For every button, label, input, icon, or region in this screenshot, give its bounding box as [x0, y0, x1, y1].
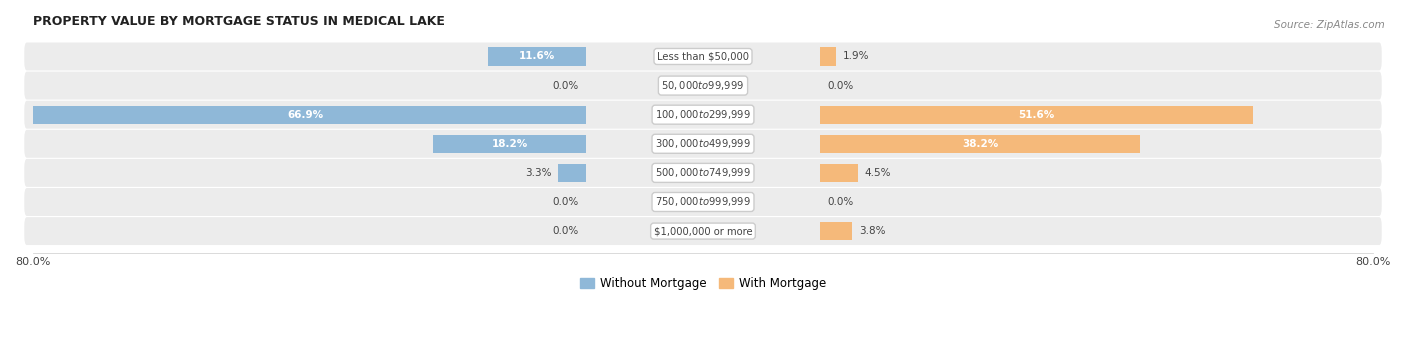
Text: 0.0%: 0.0%	[553, 226, 579, 236]
Bar	[820, 164, 858, 182]
Legend: Without Mortgage, With Mortgage: Without Mortgage, With Mortgage	[575, 272, 831, 295]
Text: 4.5%: 4.5%	[865, 168, 891, 178]
FancyBboxPatch shape	[24, 188, 1382, 216]
Text: 0.0%: 0.0%	[827, 81, 853, 90]
Bar	[820, 135, 1140, 153]
Text: $750,000 to $999,999: $750,000 to $999,999	[655, 195, 751, 208]
Text: 66.9%: 66.9%	[287, 110, 323, 120]
Bar	[558, 164, 586, 182]
Text: $100,000 to $299,999: $100,000 to $299,999	[655, 108, 751, 121]
Text: 51.6%: 51.6%	[1018, 110, 1054, 120]
Bar	[25, 106, 586, 124]
Text: 18.2%: 18.2%	[491, 139, 527, 149]
Text: 38.2%: 38.2%	[962, 139, 998, 149]
FancyBboxPatch shape	[24, 159, 1382, 187]
Text: Less than $50,000: Less than $50,000	[657, 51, 749, 62]
Text: PROPERTY VALUE BY MORTGAGE STATUS IN MEDICAL LAKE: PROPERTY VALUE BY MORTGAGE STATUS IN MED…	[32, 15, 444, 28]
FancyBboxPatch shape	[24, 72, 1382, 100]
FancyBboxPatch shape	[24, 42, 1382, 70]
Bar	[820, 222, 852, 240]
Text: $50,000 to $99,999: $50,000 to $99,999	[661, 79, 745, 92]
Text: $300,000 to $499,999: $300,000 to $499,999	[655, 137, 751, 150]
Text: $1,000,000 or more: $1,000,000 or more	[654, 226, 752, 236]
Text: 3.3%: 3.3%	[524, 168, 551, 178]
Text: 0.0%: 0.0%	[553, 197, 579, 207]
Text: $500,000 to $749,999: $500,000 to $749,999	[655, 166, 751, 180]
Text: 0.0%: 0.0%	[553, 81, 579, 90]
Bar	[433, 135, 586, 153]
Text: 11.6%: 11.6%	[519, 51, 555, 62]
Text: 0.0%: 0.0%	[827, 197, 853, 207]
Bar	[488, 48, 586, 66]
Text: 1.9%: 1.9%	[844, 51, 869, 62]
FancyBboxPatch shape	[24, 130, 1382, 158]
Bar	[820, 106, 1253, 124]
Text: 3.8%: 3.8%	[859, 226, 886, 236]
Text: Source: ZipAtlas.com: Source: ZipAtlas.com	[1274, 20, 1385, 30]
FancyBboxPatch shape	[24, 217, 1382, 245]
Bar	[820, 48, 837, 66]
FancyBboxPatch shape	[24, 101, 1382, 129]
